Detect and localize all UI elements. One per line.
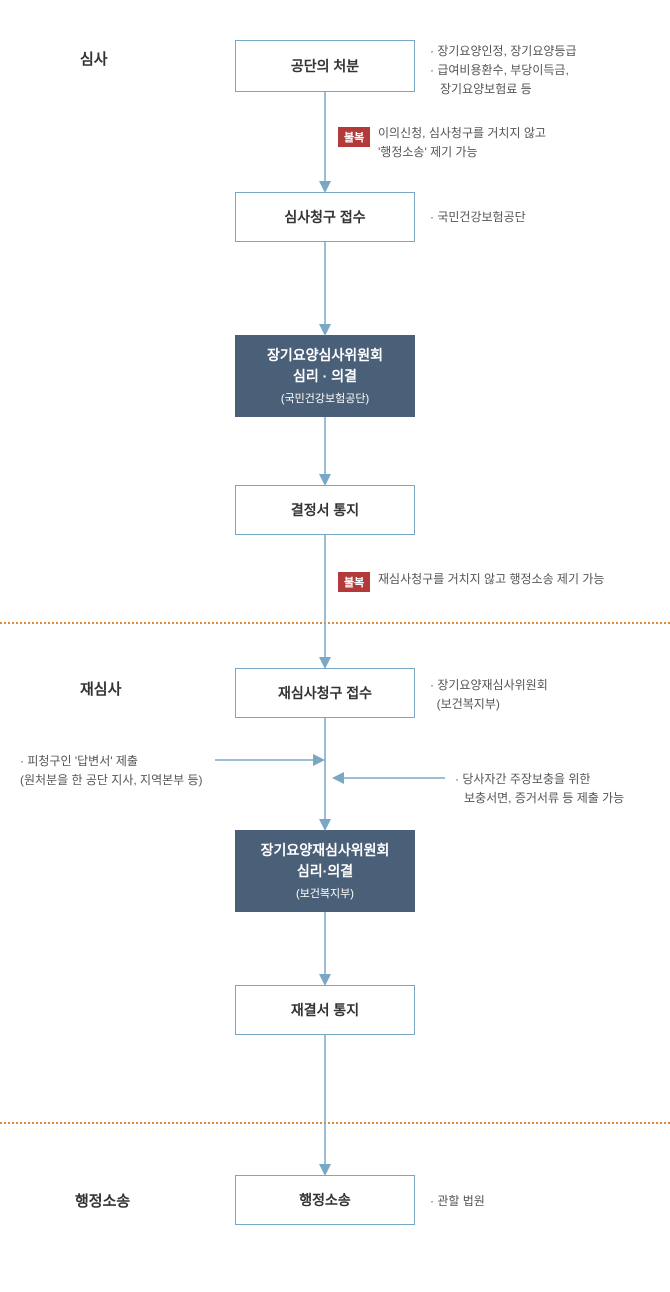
section-divider: [0, 1122, 670, 1124]
section-divider: [0, 622, 670, 624]
note-disposition-items: 장기요양인정, 장기요양등급 급여비용환수, 부당이득금, 장기요양보험료 등: [430, 42, 577, 100]
note-recommittee: 장기요양재심사위원회 (보건복지부): [430, 676, 548, 714]
badge-objection: 불복: [338, 572, 370, 592]
box-subtitle: 심리 · 의결: [293, 366, 357, 387]
note-line: 당사자간 주장보충을 위한: [455, 772, 590, 786]
flow-box-appeal-receipt: 심사청구 접수: [235, 192, 415, 242]
box-title: 재결서 통지: [291, 1000, 359, 1021]
note-line: 관할 법원: [430, 1194, 485, 1208]
note-objection-1: 이의신청, 심사청구를 거치지 않고 '행정소송' 제기 가능: [378, 124, 546, 162]
box-title: 장기요양심사위원회: [267, 345, 383, 366]
note-line: 국민건강보험공단: [430, 210, 526, 224]
note-respondent-reply: 피청구인 '답변서' 제출 (원처분을 한 공단 지사, 지역본부 등): [20, 752, 203, 790]
note-line: 장기요양보험료 등: [430, 80, 577, 99]
box-title: 재심사청구 접수: [278, 683, 372, 704]
note-line: 보충서면, 증거서류 등 제출 가능: [455, 789, 624, 808]
section-label-rereview: 재심사: [80, 678, 121, 699]
flow-box-ruling-notice: 재결서 통지: [235, 985, 415, 1035]
note-line: 재심사청구를 거치지 않고 행정소송 제기 가능: [378, 572, 604, 586]
note-line: '행정소송' 제기 가능: [378, 145, 478, 159]
note-nhis: 국민건강보험공단: [430, 208, 526, 227]
flow-box-decision-notice: 결정서 통지: [235, 485, 415, 535]
note-objection-2: 재심사청구를 거치지 않고 행정소송 제기 가능: [378, 570, 604, 589]
flow-box-reappeal-receipt: 재심사청구 접수: [235, 668, 415, 718]
box-caption: (국민건강보험공단): [281, 391, 369, 408]
flow-box-disposition: 공단의 처분: [235, 40, 415, 92]
note-line: (보건복지부): [430, 697, 500, 711]
note-line: 피청구인 '답변서' 제출: [20, 754, 138, 768]
box-subtitle: 심리·의결: [297, 861, 353, 882]
box-title: 심사청구 접수: [284, 207, 365, 228]
box-title: 행정소송: [299, 1190, 351, 1211]
box-caption: (보건복지부): [296, 886, 354, 903]
flow-box-committee-review: 장기요양심사위원회 심리 · 의결 (국민건강보험공단): [235, 335, 415, 417]
note-line: 급여비용환수, 부당이득금,: [430, 63, 569, 77]
note-supplementary: 당사자간 주장보충을 위한 보충서면, 증거서류 등 제출 가능: [455, 770, 624, 808]
note-line: 이의신청, 심사청구를 거치지 않고: [378, 126, 546, 140]
box-title: 장기요양재심사위원회: [261, 840, 390, 861]
section-label-lawsuit: 행정소송: [75, 1190, 130, 1211]
note-line: (원처분을 한 공단 지사, 지역본부 등): [20, 773, 203, 787]
note-court: 관할 법원: [430, 1192, 485, 1211]
note-line: 장기요양재심사위원회: [430, 678, 548, 692]
flow-box-lawsuit: 행정소송: [235, 1175, 415, 1225]
note-line: 장기요양인정, 장기요양등급: [430, 44, 577, 58]
box-title: 결정서 통지: [291, 500, 359, 521]
box-title: 공단의 처분: [291, 56, 359, 77]
flow-box-recommittee-review: 장기요양재심사위원회 심리·의결 (보건복지부): [235, 830, 415, 912]
badge-objection: 불복: [338, 127, 370, 147]
section-label-review: 심사: [80, 48, 108, 69]
